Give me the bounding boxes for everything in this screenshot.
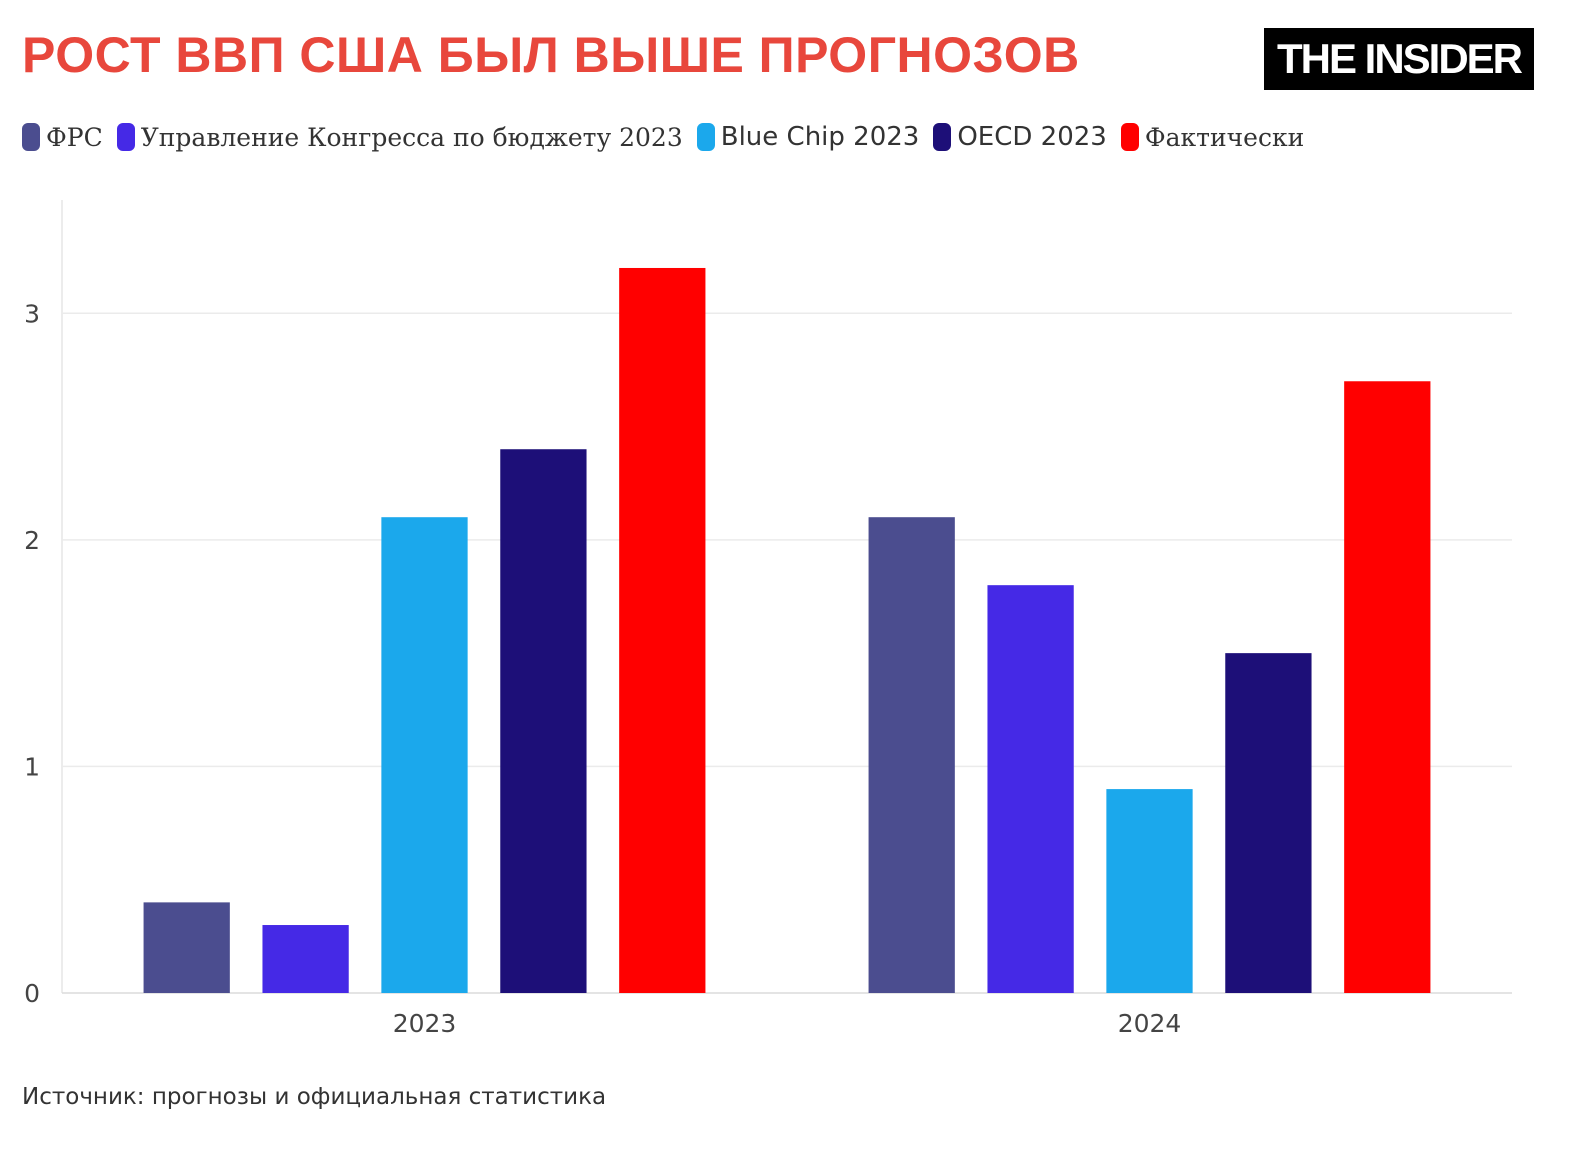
legend-item[interactable]: Фактически	[1120, 122, 1305, 152]
source-note: Источник: прогнозы и официальная статист…	[22, 1084, 607, 1110]
legend-swatch	[22, 123, 40, 151]
chart-title: РОСТ ВВП США БЫЛ ВЫШЕ ПРОГНОЗОВ	[22, 27, 1080, 83]
bar-2024-2	[1106, 789, 1193, 993]
y-tick-label: 2	[24, 526, 40, 555]
legend-swatch	[696, 123, 715, 151]
legend-label: OECD 2023	[957, 122, 1107, 152]
legend-swatch	[1120, 123, 1139, 151]
legend-label: Управление Конгресса по бюджету 2023	[140, 122, 683, 152]
x-tick-label: 2024	[1118, 1009, 1182, 1038]
bar-2024-1	[987, 585, 1074, 993]
bar-2023-0	[143, 902, 230, 993]
legend-swatch	[933, 123, 952, 151]
the-insider-logo: THE INSIDER	[1264, 28, 1534, 90]
bar-2023-4	[619, 267, 706, 993]
x-tick-label: 2023	[393, 1009, 457, 1038]
legend-item[interactable]: Управление Конгресса по бюджету 2023	[116, 122, 683, 152]
y-tick-label: 0	[24, 979, 40, 1008]
legend-label: Blue Chip 2023	[720, 122, 920, 152]
legend-item[interactable]: OECD 2023	[933, 122, 1107, 152]
bar-2024-3	[1225, 653, 1312, 993]
legend: ФРС Управление Конгресса по бюджету 2023 B…	[22, 122, 1318, 152]
legend-item[interactable]: Blue Chip 2023	[696, 122, 920, 152]
bar-2024-4	[1344, 381, 1431, 993]
legend-item[interactable]: ФРС	[22, 123, 103, 152]
bar-2023-2	[381, 517, 468, 993]
bar-2024-0	[868, 517, 955, 993]
legend-label: ФРС	[46, 122, 103, 152]
y-tick-label: 1	[24, 752, 40, 781]
legend-label: Фактически	[1144, 122, 1305, 152]
bar-2023-1	[262, 925, 349, 993]
legend-swatch	[116, 123, 135, 151]
y-tick-label: 3	[24, 299, 40, 328]
bar-2023-3	[500, 449, 587, 993]
